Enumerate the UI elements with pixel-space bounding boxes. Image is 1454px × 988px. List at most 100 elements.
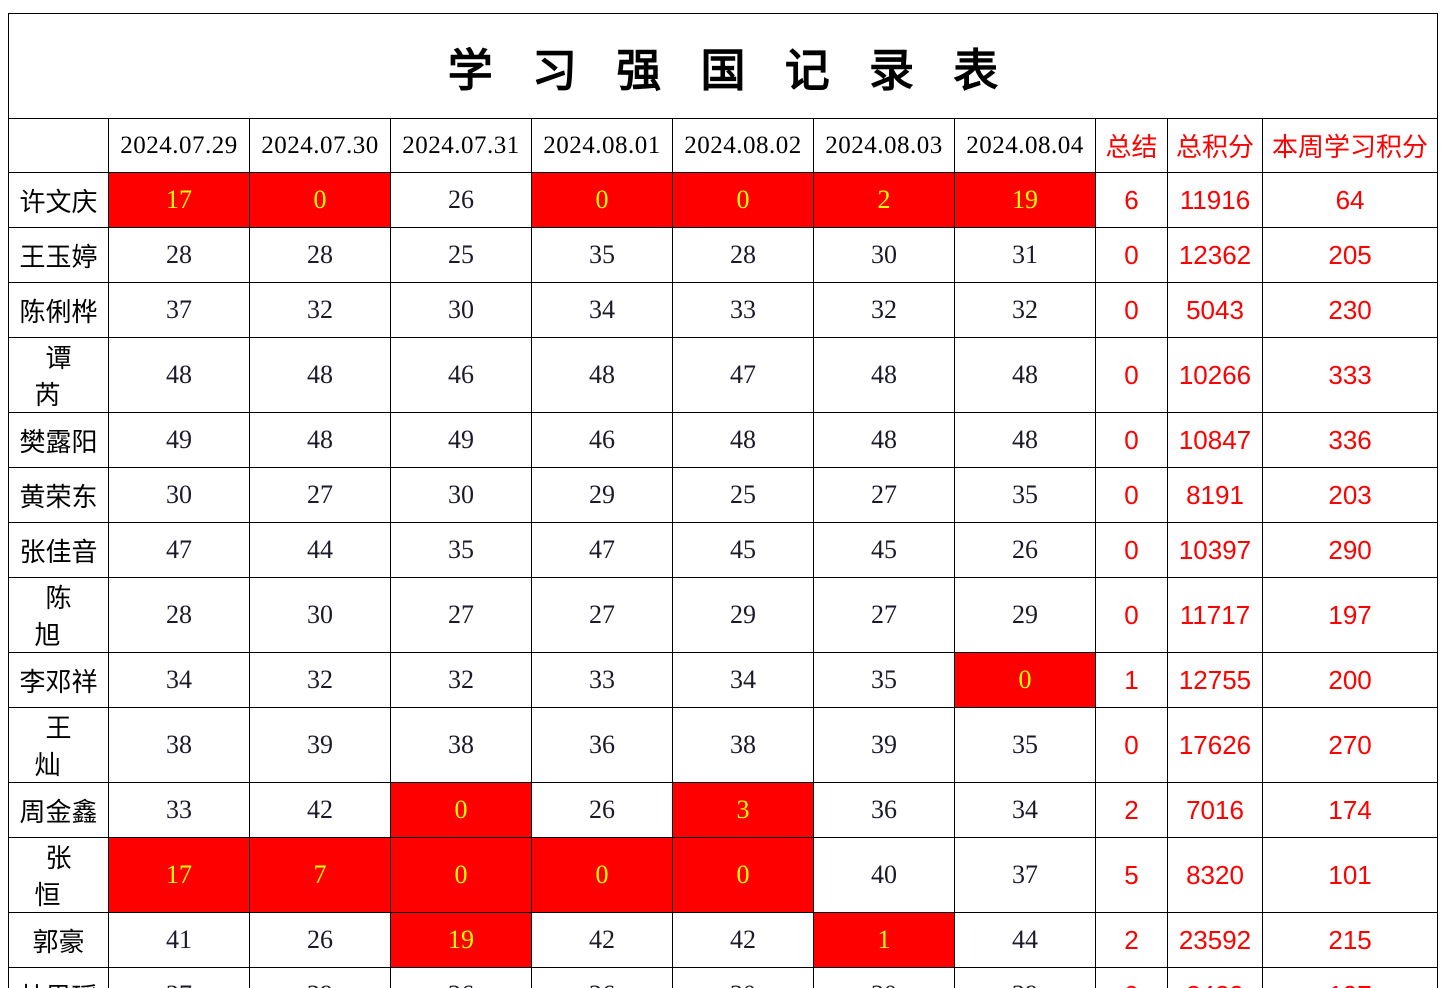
header-date-2: 2024.07.30 (249, 118, 391, 173)
student-name-cell: 张佳音 (8, 522, 109, 578)
day-score-cell: 39 (249, 707, 391, 783)
total-points-cell: 11916 (1167, 172, 1263, 228)
total-points-cell: 23592 (1167, 912, 1263, 968)
table-row: 张佳音 47 44 35 47 45 45 26 0 10397 290 (8, 522, 1439, 578)
study-record-table: 学 习 强 国 记 录 表 2024.07.29 2024.07.30 2024.0… (7, 13, 1439, 988)
student-name-label: 陈俐桦 (19, 297, 98, 327)
student-name-cell: 许文庆 (8, 172, 109, 228)
day-score-cell: 49 (108, 412, 250, 468)
day-score-cell: 41 (108, 912, 250, 968)
day-score-cell: 32 (390, 652, 532, 708)
header-row: 2024.07.29 2024.07.30 2024.07.31 2024.08.01… (8, 118, 1439, 173)
total-points-cell: 12362 (1167, 227, 1263, 283)
day-score-cell: 48 (249, 337, 391, 413)
header-date-1: 2024.07.29 (108, 118, 250, 173)
day-score-cell: 42 (672, 912, 814, 968)
student-name-label: 王玉婷 (19, 242, 98, 272)
day-score-cell: 35 (813, 652, 955, 708)
total-points-cell: 7016 (1167, 782, 1263, 838)
table-row: 王玉婷 28 28 25 35 28 30 31 0 12362 205 (8, 227, 1439, 283)
student-name-cell: 陈旭 (8, 577, 109, 653)
day-score-cell: 47 (531, 522, 673, 578)
student-name-label: 陈旭 (34, 584, 94, 650)
day-score-cell: 44 (249, 522, 391, 578)
day-score-cell: 32 (954, 282, 1096, 338)
summary-count-cell: 0 (1095, 282, 1168, 338)
student-name-label: 周金鑫 (19, 797, 98, 827)
student-name-label: 黄荣东 (19, 482, 98, 512)
table-row: 杜思瑶2729262630302902429197 (8, 967, 1439, 988)
table-row: 谭芮 48 48 46 48 47 48 48 0 10266 333 (8, 337, 1439, 413)
day-score-cell: 38 (390, 707, 532, 783)
day-score-cell: 27 (531, 577, 673, 653)
student-name-label: 杜思瑶 (19, 977, 97, 988)
total-points-cell: 10397 (1167, 522, 1263, 578)
table-row: 陈俐桦 37 32 30 34 33 32 32 0 5043 230 (8, 282, 1439, 338)
student-name-label: 李邓祥 (19, 667, 98, 697)
summary-count-cell: 0 (1095, 522, 1168, 578)
summary-count-cell: 0 (1095, 707, 1168, 783)
day-score-cell: 34 (108, 652, 250, 708)
day-score-cell: 30 (108, 467, 250, 523)
summary-count-cell: 0 (1095, 467, 1168, 523)
day-score-cell: 34 (672, 652, 814, 708)
page-title: 学 习 强 国 记 录 表 (7, 13, 1439, 119)
day-score-cell: 26 (390, 172, 532, 228)
day-score-cell: 48 (954, 337, 1096, 413)
total-points-cell: 8191 (1167, 467, 1263, 523)
summary-count-cell: 1 (1095, 652, 1168, 708)
day-score-cell: 29 (672, 577, 814, 653)
student-name-label: 许文庆 (19, 187, 98, 217)
day-score-cell: 38 (672, 707, 814, 783)
week-points-cell: 203 (1261, 467, 1439, 523)
summary-count-cell: 0 (1095, 227, 1168, 283)
table-row: 陈旭 28 30 27 27 29 27 29 0 11717 197 (8, 577, 1439, 653)
day-score-cell: 29 (954, 967, 1096, 988)
student-name-label: 谭芮 (34, 344, 94, 410)
day-score-cell: 35 (954, 707, 1096, 783)
day-score-cell: 48 (813, 337, 955, 413)
day-score-cell: 28 (108, 577, 250, 653)
table-row: 周金鑫 33 42 0 26 3 36 34 2 7016 174 (8, 782, 1439, 838)
day-score-cell: 48 (954, 412, 1096, 468)
week-points-cell: 333 (1261, 337, 1439, 413)
day-score-cell: 32 (249, 652, 391, 708)
week-points-cell: 174 (1261, 782, 1439, 838)
week-points-cell: 336 (1261, 412, 1439, 468)
total-points-cell: 11717 (1167, 577, 1263, 653)
day-score-cell-flagged: 0 (249, 172, 391, 228)
student-name-cell: 谭芮 (8, 337, 109, 413)
total-points-cell: 17626 (1167, 707, 1263, 783)
day-score-cell: 42 (531, 912, 673, 968)
day-score-cell: 30 (672, 967, 814, 988)
week-points-cell: 205 (1261, 227, 1439, 283)
day-score-cell-flagged: 19 (390, 912, 532, 968)
week-points-cell: 230 (1261, 282, 1439, 338)
day-score-cell: 25 (390, 227, 532, 283)
day-score-cell-flagged: 1 (813, 912, 955, 968)
day-score-cell: 26 (390, 967, 532, 988)
student-name-label: 张恒 (34, 844, 94, 910)
day-score-cell: 28 (108, 227, 250, 283)
day-score-cell-flagged: 0 (531, 172, 673, 228)
day-score-cell: 27 (108, 967, 250, 988)
day-score-cell: 42 (249, 782, 391, 838)
day-score-cell: 33 (531, 652, 673, 708)
table-row: 李邓祥 34 32 32 33 34 35 0 1 12755 200 (8, 652, 1439, 708)
summary-count-cell: 2 (1095, 782, 1168, 838)
day-score-cell: 27 (249, 467, 391, 523)
student-name-label: 郭豪 (32, 927, 85, 957)
total-points-cell: 12755 (1167, 652, 1263, 708)
day-score-cell: 48 (531, 337, 673, 413)
day-score-cell-flagged: 0 (672, 837, 814, 913)
header-date-7: 2024.08.04 (954, 118, 1096, 173)
student-name-cell: 杜思瑶 (8, 967, 109, 988)
day-score-cell: 48 (249, 412, 391, 468)
day-score-cell: 36 (813, 782, 955, 838)
day-score-cell: 29 (531, 467, 673, 523)
day-score-cell: 45 (672, 522, 814, 578)
header-date-4: 2024.08.01 (531, 118, 673, 173)
day-score-cell: 46 (531, 412, 673, 468)
day-score-cell: 30 (390, 282, 532, 338)
